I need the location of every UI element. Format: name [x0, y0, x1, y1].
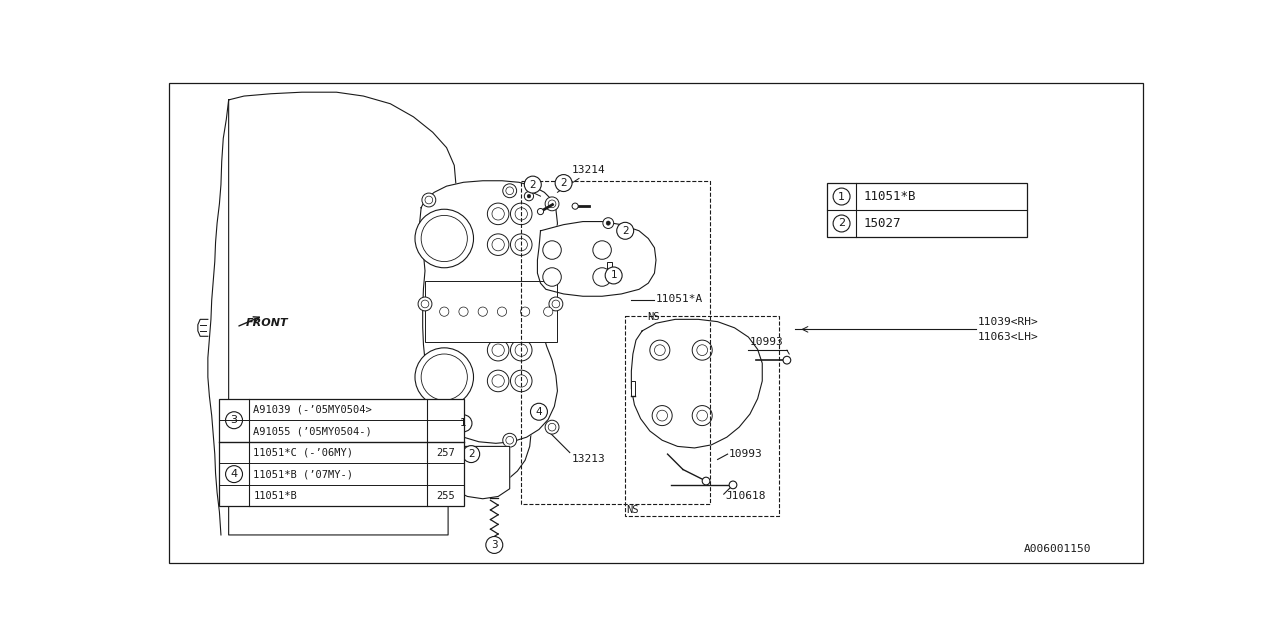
Circle shape — [525, 176, 541, 193]
Circle shape — [543, 268, 562, 286]
Bar — [425, 281, 558, 342]
Circle shape — [605, 267, 622, 284]
Circle shape — [607, 221, 611, 225]
Circle shape — [543, 241, 562, 259]
Circle shape — [225, 466, 242, 483]
Circle shape — [498, 307, 507, 316]
Text: 11051*A: 11051*A — [657, 294, 703, 303]
Circle shape — [692, 340, 712, 360]
Circle shape — [549, 297, 563, 311]
Text: 11039<RH>: 11039<RH> — [978, 317, 1038, 326]
Circle shape — [538, 209, 544, 214]
Circle shape — [511, 370, 532, 392]
Circle shape — [422, 193, 435, 207]
Circle shape — [525, 191, 534, 201]
Circle shape — [833, 215, 850, 232]
Circle shape — [488, 339, 509, 361]
Circle shape — [415, 348, 474, 406]
Polygon shape — [229, 92, 531, 535]
Circle shape — [460, 307, 468, 316]
Polygon shape — [631, 319, 763, 448]
Bar — [521, 180, 710, 504]
Text: 11051*C (-’06MY): 11051*C (-’06MY) — [253, 447, 353, 458]
Circle shape — [511, 339, 532, 361]
Circle shape — [511, 234, 532, 255]
Circle shape — [488, 234, 509, 255]
Text: 2: 2 — [622, 226, 628, 236]
Text: A91055 (’05MY0504-): A91055 (’05MY0504-) — [253, 426, 372, 436]
Circle shape — [488, 370, 509, 392]
Text: 2: 2 — [838, 218, 845, 228]
Circle shape — [730, 481, 737, 489]
Text: A91039 (-’05MY0504>: A91039 (-’05MY0504> — [253, 404, 372, 415]
Circle shape — [439, 307, 449, 316]
Circle shape — [454, 415, 472, 432]
Circle shape — [419, 297, 431, 311]
Circle shape — [503, 433, 517, 447]
Circle shape — [486, 536, 503, 554]
Circle shape — [692, 406, 712, 426]
Text: 11051*B: 11051*B — [864, 190, 916, 203]
Circle shape — [783, 356, 791, 364]
Text: NS: NS — [646, 312, 659, 322]
Text: 11051*B (’07MY-): 11051*B (’07MY-) — [253, 469, 353, 479]
Circle shape — [479, 307, 488, 316]
Polygon shape — [452, 447, 509, 499]
Bar — [625, 316, 780, 516]
Circle shape — [593, 268, 612, 286]
Text: 1: 1 — [611, 271, 617, 280]
Bar — [219, 399, 465, 506]
Text: 3: 3 — [230, 415, 238, 425]
Text: 10993: 10993 — [730, 449, 763, 459]
Text: 11063<LH>: 11063<LH> — [978, 332, 1038, 342]
Text: 257: 257 — [436, 447, 456, 458]
Bar — [827, 183, 1027, 237]
Text: 13213: 13213 — [571, 454, 605, 464]
Circle shape — [650, 340, 669, 360]
Circle shape — [603, 218, 613, 228]
Text: J10618: J10618 — [726, 492, 765, 502]
Circle shape — [521, 307, 530, 316]
Text: 15027: 15027 — [864, 217, 901, 230]
Circle shape — [422, 420, 435, 434]
Text: 2: 2 — [468, 449, 475, 459]
Text: 2: 2 — [561, 178, 567, 188]
Circle shape — [652, 406, 672, 426]
Bar — [608, 262, 612, 277]
Text: 3: 3 — [492, 540, 498, 550]
Text: FRONT: FRONT — [246, 318, 288, 328]
Circle shape — [833, 188, 850, 205]
Circle shape — [572, 203, 579, 209]
Text: 13214: 13214 — [571, 165, 605, 175]
Circle shape — [703, 477, 710, 485]
Circle shape — [527, 195, 531, 198]
Text: A006001150: A006001150 — [1024, 544, 1091, 554]
Text: 10993: 10993 — [750, 337, 783, 348]
Polygon shape — [538, 221, 657, 296]
Text: 1: 1 — [838, 191, 845, 202]
Circle shape — [593, 241, 612, 259]
Circle shape — [617, 222, 634, 239]
Text: 2: 2 — [530, 180, 536, 189]
Circle shape — [556, 175, 572, 191]
Circle shape — [544, 307, 553, 316]
Text: 4: 4 — [230, 469, 238, 479]
Circle shape — [225, 412, 242, 429]
Text: NS: NS — [627, 504, 639, 515]
Circle shape — [545, 197, 559, 211]
Text: 11051*B: 11051*B — [253, 491, 297, 500]
Polygon shape — [420, 180, 558, 444]
Bar — [631, 381, 635, 396]
Circle shape — [488, 203, 509, 225]
Text: 255: 255 — [436, 491, 456, 500]
Circle shape — [545, 420, 559, 434]
Circle shape — [530, 403, 548, 420]
Circle shape — [463, 445, 480, 463]
Circle shape — [415, 209, 474, 268]
Text: 1: 1 — [461, 419, 467, 428]
Circle shape — [503, 184, 517, 198]
Text: 4: 4 — [535, 407, 543, 417]
Circle shape — [511, 203, 532, 225]
